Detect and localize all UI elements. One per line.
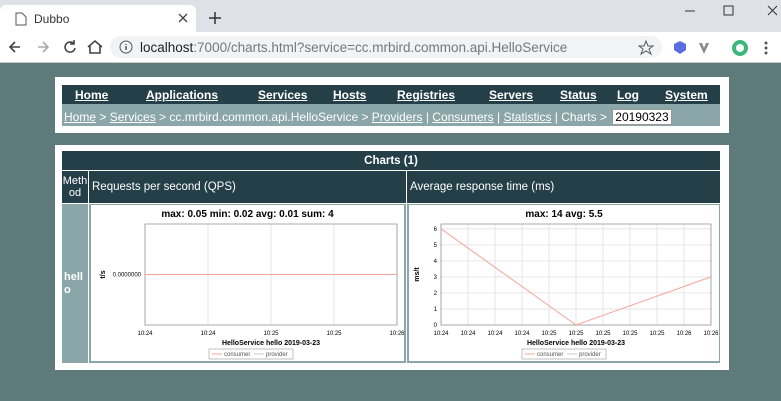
y-tick-label: 0.0000000 — [113, 273, 142, 279]
url-path: :7000/charts.html?service=cc.mrbird.comm… — [193, 40, 568, 55]
nav-link[interactable]: Log — [617, 88, 639, 102]
legend-box — [521, 348, 607, 360]
nav-link[interactable]: Registries — [397, 88, 456, 102]
new-tab[interactable] — [209, 12, 221, 24]
breadcrumb-link[interactable]: Providers — [371, 110, 423, 124]
y-tick-label: 4 — [434, 259, 438, 265]
y-axis-label: t/s — [100, 270, 107, 278]
chart-title: max: 14 avg: 5.5 — [525, 209, 603, 220]
nav-link[interactable]: Hosts — [333, 88, 367, 102]
nav-link[interactable]: Home — [75, 88, 109, 102]
breadcrumb-text: > — [96, 110, 110, 124]
legend-box — [208, 348, 294, 360]
table-title: Charts (1) — [62, 151, 720, 170]
nav-link[interactable]: System — [665, 88, 708, 102]
y-axis-label: ms/t — [414, 267, 421, 282]
tab-icon — [15, 12, 27, 26]
window-controls[interactable] — [680, 4, 780, 18]
legend-label: provider — [579, 352, 601, 358]
x-axis-label: HelloService hello 2019-03-23 — [222, 340, 320, 347]
nav-link[interactable]: Services — [258, 88, 308, 102]
x-tick-label: 10:25 — [622, 331, 638, 337]
breadcrumb-text: > cc.mrbird.common.api.HelloService > — [155, 110, 372, 124]
column-header: Average response time (ms) — [407, 171, 720, 203]
x-axis-label: HelloService hello 2019-03-23 — [527, 340, 625, 347]
x-tick-label: 10:26 — [703, 331, 719, 337]
nav-link[interactable]: Servers — [489, 88, 534, 102]
breadcrumb-link[interactable]: Consumers — [432, 110, 494, 124]
legend-label: provider — [266, 352, 288, 358]
breadcrumb: Home > Services > cc.mrbird.common.api.H… — [64, 109, 672, 125]
y-tick-label: 6 — [434, 227, 438, 233]
x-tick-label: 10:26 — [676, 331, 692, 337]
x-tick-label: 10:24 — [487, 331, 503, 337]
breadcrumb-text: | — [422, 110, 433, 124]
x-tick-label: 10:25 — [649, 331, 665, 337]
x-tick-label: 10:24 — [137, 331, 153, 337]
y-tick-label: 3 — [434, 275, 438, 281]
tab-close[interactable] — [178, 13, 188, 23]
column-header: Requests per second (QPS) — [89, 171, 406, 203]
x-tick-label: 10:25 — [595, 331, 611, 337]
x-tick-label: 10:25 — [263, 331, 279, 337]
nav-link[interactable]: Status — [560, 88, 597, 102]
column-header: Method — [62, 171, 88, 203]
rt-chart: max: 14 avg: 5.5 10:24 10:24 10:24 10:24 10:2… — [409, 205, 719, 361]
tab[interactable] — [0, 5, 196, 32]
tab-title: Dubbo — [34, 12, 70, 26]
breadcrumb-text: | Charts > — [551, 110, 611, 124]
breadcrumb-link[interactable]: Home — [64, 110, 97, 124]
x-tick-label: 10:24 — [433, 331, 449, 337]
x-tick-label: 10:25 — [541, 331, 557, 337]
x-tick-label: 10:24 — [514, 331, 530, 337]
x-tick-label: 10:25 — [568, 331, 584, 337]
y-tick-label: 0 — [434, 323, 438, 329]
legend-label: consumer — [537, 352, 563, 358]
x-tick-label: 10:24 — [200, 331, 216, 337]
legend-label: consumer — [224, 352, 250, 358]
info-icon[interactable] — [119, 40, 133, 54]
address-bar[interactable] — [110, 36, 662, 58]
y-tick-label: 2 — [434, 291, 438, 297]
breadcrumb-text: | — [493, 110, 504, 124]
nav-bar — [62, 85, 720, 104]
y-tick-label: 5 — [434, 243, 438, 249]
x-tick-label: 10:24 — [460, 331, 476, 337]
breadcrumb-bar — [62, 104, 720, 126]
url: localhost:7000/charts.html?service=cc.mr… — [140, 40, 567, 55]
chart-title: max: 0.05 min: 0.02 avg: 0.01 sum: 4 — [161, 209, 334, 220]
y-tick-label: 1 — [434, 307, 438, 313]
qps-chart: max: 0.05 min: 0.02 avg: 0.01 sum: 4 10:2… — [91, 205, 404, 361]
x-tick-label: 10:25 — [326, 331, 342, 337]
nav-buttons[interactable] — [8, 38, 108, 56]
series-line — [440, 228, 712, 326]
date-input[interactable]: 20190323 — [612, 109, 672, 125]
method-cell: hello — [62, 204, 88, 363]
x-tick-label: 10:26 — [389, 331, 404, 337]
toolbar-icons[interactable] — [638, 39, 781, 57]
breadcrumb-link[interactable]: Statistics — [503, 110, 552, 124]
nav-link[interactable]: Applications — [146, 88, 219, 102]
url-host: localhost — [140, 40, 194, 55]
breadcrumb-link[interactable]: Services — [109, 110, 156, 124]
